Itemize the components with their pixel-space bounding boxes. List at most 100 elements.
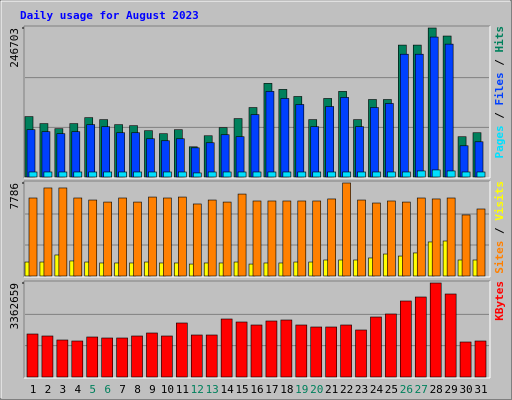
bar bbox=[131, 132, 140, 178]
x-tick-label: 8 bbox=[134, 383, 141, 396]
bar bbox=[86, 124, 96, 178]
bar bbox=[222, 201, 232, 277]
x-tick-label: 5 bbox=[89, 383, 96, 396]
bar bbox=[58, 171, 68, 178]
x-tick-label: 27 bbox=[415, 383, 428, 396]
legend-separator: / bbox=[493, 53, 506, 73]
x-tick-label: 19 bbox=[295, 383, 308, 396]
y-tick-label: 7786 bbox=[8, 183, 21, 210]
bar bbox=[207, 199, 217, 277]
bar bbox=[461, 171, 471, 178]
bar bbox=[131, 335, 143, 378]
x-tick-label: 11 bbox=[176, 383, 189, 396]
bar bbox=[71, 340, 84, 378]
y-tick-label: 246703 bbox=[8, 28, 21, 68]
legend: KBytes bbox=[493, 281, 506, 321]
bar bbox=[372, 202, 381, 277]
x-tick-label: 3 bbox=[60, 383, 67, 396]
bar bbox=[192, 172, 202, 178]
legend: Sites / Visits bbox=[493, 181, 506, 274]
bar bbox=[43, 187, 53, 277]
bar bbox=[26, 129, 36, 178]
bar bbox=[446, 197, 456, 277]
x-tick-label: 23 bbox=[355, 383, 368, 396]
bar bbox=[295, 104, 305, 178]
bar bbox=[250, 114, 260, 178]
legend-entry: Hits bbox=[493, 26, 506, 53]
x-tick-label: 13 bbox=[206, 383, 219, 396]
bar bbox=[237, 193, 247, 277]
bar bbox=[103, 201, 112, 277]
bar bbox=[342, 182, 351, 277]
bar bbox=[325, 326, 337, 378]
bar bbox=[146, 332, 158, 378]
bar bbox=[41, 335, 54, 378]
chart-title: Daily usage for August 2023 bbox=[20, 9, 199, 22]
bar bbox=[41, 131, 51, 178]
bar bbox=[207, 171, 217, 178]
bar bbox=[58, 187, 68, 277]
x-tick-label: 31 bbox=[474, 383, 487, 396]
bar bbox=[370, 316, 382, 378]
x-tick-label: 14 bbox=[221, 383, 235, 396]
x-tick-label: 18 bbox=[280, 383, 293, 396]
legend-separator: / bbox=[493, 221, 506, 241]
x-tick-label: 4 bbox=[74, 383, 81, 396]
bar bbox=[416, 197, 426, 277]
x-tick-label: 9 bbox=[149, 383, 156, 396]
bar bbox=[86, 336, 99, 378]
bar bbox=[357, 199, 366, 277]
x-tick-label: 16 bbox=[250, 383, 263, 396]
bar bbox=[222, 171, 232, 178]
bar bbox=[148, 171, 157, 178]
legend-separator: / bbox=[493, 106, 506, 126]
bar bbox=[385, 103, 394, 178]
x-tick-label: 21 bbox=[325, 383, 338, 396]
bar bbox=[340, 324, 352, 378]
x-tick-label: 22 bbox=[340, 383, 353, 396]
bar bbox=[297, 171, 307, 178]
bar bbox=[282, 200, 292, 277]
bar bbox=[103, 171, 112, 178]
bar bbox=[385, 313, 397, 378]
bar bbox=[26, 333, 39, 378]
bar bbox=[178, 171, 187, 178]
bar bbox=[402, 201, 411, 277]
x-tick-label: 6 bbox=[104, 383, 111, 396]
bar bbox=[161, 335, 173, 378]
bar bbox=[163, 171, 172, 178]
bar bbox=[387, 171, 396, 178]
bar bbox=[148, 196, 157, 277]
bar bbox=[459, 341, 472, 378]
x-tick-label: 10 bbox=[161, 383, 174, 396]
bar bbox=[327, 171, 336, 178]
bar bbox=[400, 53, 409, 178]
bar bbox=[118, 197, 127, 277]
bar bbox=[56, 133, 66, 178]
y-tick-label: 3362659 bbox=[8, 283, 21, 329]
x-tick-label: 26 bbox=[400, 383, 413, 396]
legend-entry: Pages bbox=[493, 125, 506, 158]
bar bbox=[220, 134, 230, 178]
bar bbox=[176, 322, 188, 378]
bar bbox=[163, 197, 172, 277]
bar bbox=[146, 138, 155, 178]
bar bbox=[312, 200, 322, 277]
x-tick-label: 15 bbox=[235, 383, 248, 396]
x-tick-label: 30 bbox=[459, 383, 472, 396]
x-tick-label: 7 bbox=[119, 383, 126, 396]
bar bbox=[73, 171, 83, 178]
bar bbox=[414, 296, 427, 378]
bar bbox=[295, 324, 308, 378]
bar bbox=[88, 199, 98, 277]
bar bbox=[178, 196, 187, 277]
bar bbox=[118, 171, 127, 178]
bar bbox=[297, 200, 307, 277]
bar bbox=[205, 334, 218, 378]
x-tick-label: 24 bbox=[370, 383, 384, 396]
bar bbox=[71, 131, 81, 178]
bar bbox=[446, 170, 456, 178]
bar bbox=[372, 171, 381, 178]
bar bbox=[476, 208, 486, 277]
